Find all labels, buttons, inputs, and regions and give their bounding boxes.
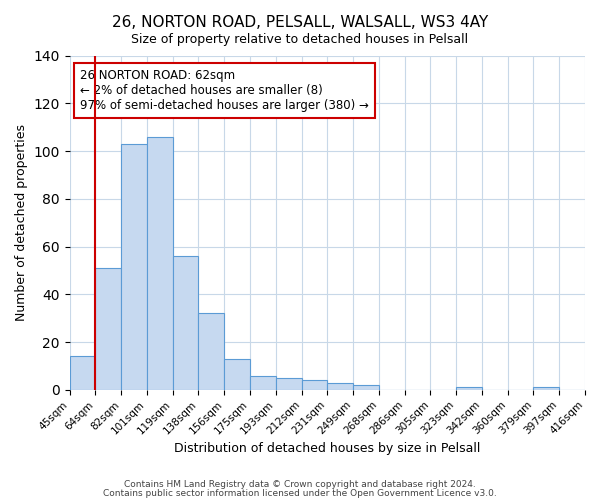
Bar bbox=[70, 356, 95, 390]
Bar bbox=[173, 256, 199, 390]
X-axis label: Distribution of detached houses by size in Pelsall: Distribution of detached houses by size … bbox=[174, 442, 481, 455]
Bar bbox=[276, 378, 302, 390]
Bar bbox=[302, 380, 328, 390]
Bar bbox=[533, 388, 559, 390]
Bar bbox=[121, 144, 147, 390]
Bar bbox=[199, 314, 224, 390]
Text: 26, NORTON ROAD, PELSALL, WALSALL, WS3 4AY: 26, NORTON ROAD, PELSALL, WALSALL, WS3 4… bbox=[112, 15, 488, 30]
Bar bbox=[250, 376, 276, 390]
Bar bbox=[95, 268, 121, 390]
Text: Size of property relative to detached houses in Pelsall: Size of property relative to detached ho… bbox=[131, 32, 469, 46]
Text: Contains public sector information licensed under the Open Government Licence v3: Contains public sector information licen… bbox=[103, 488, 497, 498]
Bar bbox=[147, 136, 173, 390]
Bar bbox=[353, 385, 379, 390]
Bar bbox=[456, 388, 482, 390]
Bar bbox=[224, 359, 250, 390]
Bar bbox=[328, 382, 353, 390]
Text: 26 NORTON ROAD: 62sqm
← 2% of detached houses are smaller (8)
97% of semi-detach: 26 NORTON ROAD: 62sqm ← 2% of detached h… bbox=[80, 69, 369, 112]
Text: Contains HM Land Registry data © Crown copyright and database right 2024.: Contains HM Land Registry data © Crown c… bbox=[124, 480, 476, 489]
Y-axis label: Number of detached properties: Number of detached properties bbox=[15, 124, 28, 321]
